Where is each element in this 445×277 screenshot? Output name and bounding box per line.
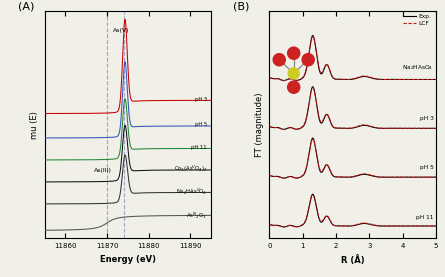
Text: pH 11: pH 11 (416, 215, 433, 220)
Y-axis label: FT (magnitude): FT (magnitude) (255, 93, 264, 157)
Text: As(V): As(V) (113, 28, 130, 33)
Text: pH 5: pH 5 (195, 122, 207, 127)
Text: (A): (A) (18, 2, 34, 12)
Circle shape (302, 54, 314, 66)
Text: (B): (B) (233, 2, 249, 12)
Y-axis label: mu (E): mu (E) (30, 111, 39, 138)
Text: Co$_3$(As$^V$O$_4$)$_2$: Co$_3$(As$^V$O$_4$)$_2$ (174, 163, 207, 174)
Text: pH 3: pH 3 (420, 116, 433, 121)
Text: pH 3: pH 3 (195, 97, 207, 102)
Circle shape (287, 81, 300, 93)
Text: As$^{III}$$_2$O$_3$: As$^{III}$$_2$O$_3$ (186, 211, 207, 221)
Circle shape (288, 68, 299, 79)
Circle shape (273, 54, 285, 66)
Text: pH 5: pH 5 (420, 165, 433, 170)
Text: Na$_2$HAsO$_4$: Na$_2$HAsO$_4$ (402, 63, 433, 72)
Text: Na$_2$HAs$^V$O$_4$: Na$_2$HAs$^V$O$_4$ (176, 187, 207, 197)
Text: As(III): As(III) (94, 168, 112, 173)
X-axis label: Energy (eV): Energy (eV) (100, 255, 156, 264)
Text: pH 11: pH 11 (191, 145, 207, 150)
Circle shape (287, 47, 300, 59)
Legend: Exp., LCF: Exp., LCF (400, 12, 433, 28)
X-axis label: R (Å): R (Å) (341, 255, 364, 265)
